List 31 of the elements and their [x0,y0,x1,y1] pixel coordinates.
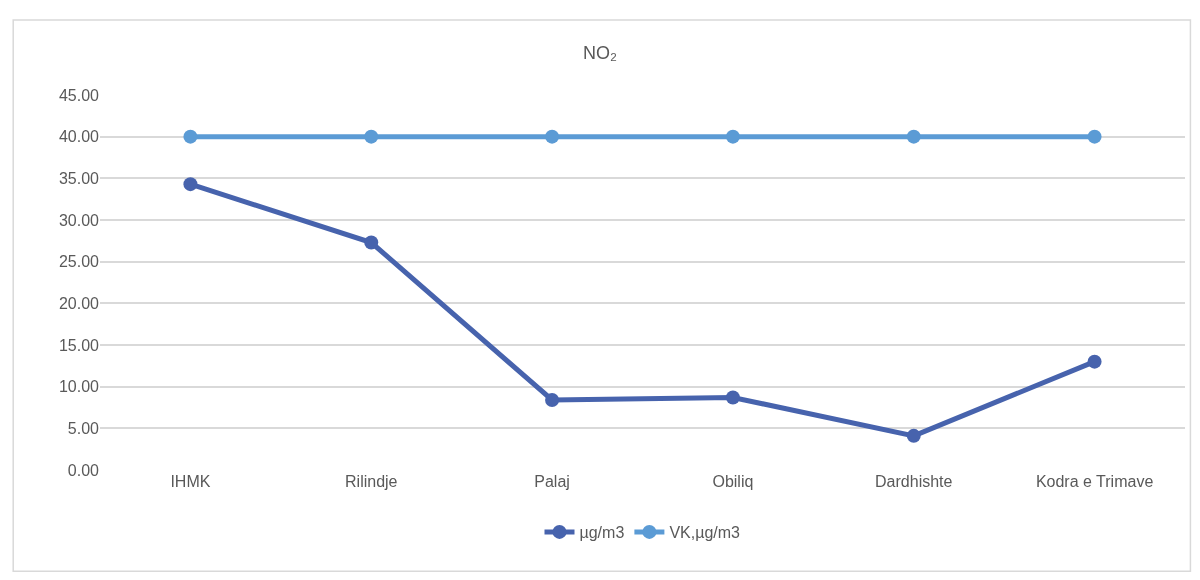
point [364,235,379,250]
y-tick-label: 20.00 [58,294,100,312]
point [1087,129,1102,144]
y-tick-label: 40.00 [58,128,100,146]
y-tick-label: 25.00 [58,253,100,271]
x-tick-label: Dardhishte [875,473,953,490]
point [1087,354,1102,369]
legend-label: µg/m3 [579,524,625,542]
y-tick-label: 30.00 [58,211,100,229]
point [364,129,379,144]
point [906,129,921,144]
x-tick-label: Obiliq [712,473,754,490]
chart-title: NO₂ [583,43,617,63]
x-tick-label: Kodra e Trimave [1035,473,1154,490]
point [183,129,198,144]
point [545,393,560,407]
y-tick-label: 15.00 [58,336,100,354]
point [183,177,198,192]
y-tick-label: 0.00 [67,461,100,479]
x-tick-label: Palaj [534,473,570,490]
legend-label: VK,µg/m3 [669,524,741,542]
y-tick-label: 5.00 [67,419,100,437]
y-tick-label: 35.00 [58,169,100,187]
point [545,129,560,144]
point [906,428,921,443]
y-tick-label: 45.00 [58,86,100,104]
x-tick-label: IHMK [170,473,211,490]
x-tick-label: Rilindje [345,473,398,490]
point [725,129,740,144]
point [725,390,740,405]
y-tick-label: 10.00 [58,378,100,396]
